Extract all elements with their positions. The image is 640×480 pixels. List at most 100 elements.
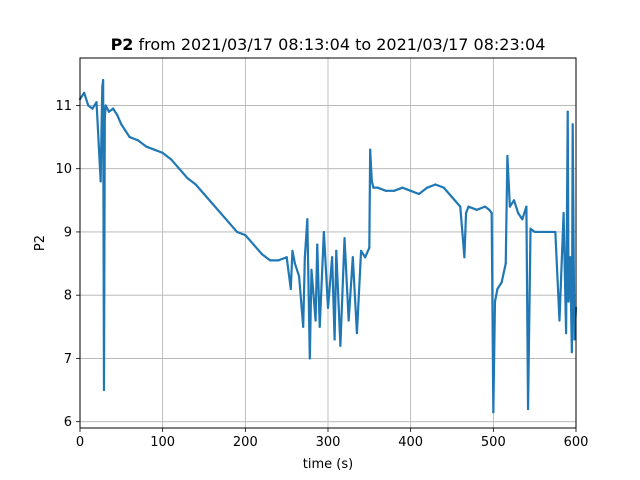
series-layer: [78, 79, 578, 414]
x-tick-label: 500: [481, 435, 506, 450]
data-point: [331, 256, 334, 259]
x-tick-label: 200: [233, 435, 258, 450]
data-point: [496, 287, 499, 290]
x-tick-label: 400: [398, 435, 423, 450]
data-point: [297, 275, 301, 278]
data-point: [91, 107, 94, 110]
chart-title-bold: P2: [111, 35, 134, 54]
data-point: [464, 211, 468, 215]
data-point: [558, 319, 561, 322]
data-point: [161, 151, 164, 154]
data-point: [347, 319, 350, 322]
data-point: [318, 325, 321, 328]
data-point: [359, 249, 363, 253]
data-point: [562, 211, 565, 215]
data-point: [202, 192, 206, 196]
data-point: [506, 154, 509, 158]
data-point: [417, 192, 421, 196]
x-axis-label: time (s): [303, 457, 353, 472]
y-tick-label: 8: [64, 289, 72, 304]
data-point: [343, 237, 346, 240]
data-point: [83, 91, 86, 94]
data-point: [450, 196, 454, 199]
data-point: [335, 249, 338, 253]
data-point: [459, 205, 462, 208]
data-point: [393, 189, 396, 192]
data-point: [101, 85, 104, 88]
data-point: [434, 183, 437, 186]
data-point: [376, 186, 379, 189]
data-point: [107, 110, 111, 113]
data-point: [310, 268, 313, 271]
data-point: [316, 243, 319, 246]
data-point: [442, 186, 445, 189]
data-point: [566, 110, 569, 113]
data-point: [104, 104, 107, 107]
data-point: [211, 202, 214, 205]
data-point: [95, 101, 98, 104]
data-point: [372, 186, 375, 189]
data-point: [467, 205, 470, 208]
data-point: [111, 107, 115, 110]
data-point: [153, 148, 156, 151]
data-point: [314, 319, 317, 322]
x-tick-label: 600: [564, 435, 589, 450]
ticks: 0 100 200 300 400 500 600 6 7 8 9 10 11: [55, 99, 588, 450]
data-point: [573, 338, 576, 341]
data-point: [409, 189, 412, 192]
data-point: [493, 300, 497, 303]
data-point: [401, 186, 404, 189]
data-point: [569, 256, 572, 259]
data-point: [169, 158, 173, 161]
data-point: [384, 189, 387, 192]
data-point: [252, 243, 255, 246]
data-point: [103, 116, 106, 120]
data-point: [351, 256, 354, 259]
y-tick-label: 7: [64, 352, 72, 367]
chart-title: P2 from 2021/03/17 08:13:04 to 2021/03/1…: [111, 35, 546, 54]
data-point: [490, 211, 493, 215]
data-point: [355, 332, 359, 335]
x-tick-label: 0: [76, 435, 84, 450]
data-point: [554, 230, 557, 234]
data-point: [178, 167, 181, 170]
data-point: [186, 177, 189, 180]
data-point: [145, 145, 148, 148]
chart-title-rest: from 2021/03/17 08:13:04 to 2021/03/17 0…: [133, 35, 545, 54]
data-point: [227, 221, 230, 224]
data-point: [492, 411, 495, 414]
data-point: [500, 281, 503, 284]
data-point: [339, 344, 342, 347]
data-point: [100, 129, 103, 132]
y-tick-label: 10: [55, 162, 72, 177]
data-point: [244, 233, 247, 237]
data-point: [475, 208, 478, 211]
data-point: [571, 123, 574, 126]
data-point: [512, 199, 516, 202]
data-point: [136, 139, 139, 142]
data-point: [508, 205, 511, 208]
data-point: [306, 218, 309, 221]
data-point: [277, 259, 280, 262]
data-point: [120, 123, 123, 126]
data-point: [102, 79, 105, 82]
data-point: [463, 256, 466, 259]
y-tick-label: 9: [64, 225, 72, 240]
data-point: [124, 129, 127, 132]
data-point: [369, 148, 372, 151]
data-point: [504, 262, 507, 265]
data-point: [529, 227, 532, 230]
data-point: [87, 104, 90, 107]
data-point: [564, 332, 568, 335]
data-point: [526, 407, 530, 411]
data-point: [99, 180, 102, 183]
data-point: [326, 306, 330, 309]
y-tick-label: 6: [64, 415, 72, 430]
data-point: [308, 357, 311, 360]
data-point: [533, 230, 536, 234]
x-tick-label: 300: [316, 435, 341, 450]
data-point: [260, 252, 263, 256]
y-tick-label: 11: [55, 99, 72, 114]
